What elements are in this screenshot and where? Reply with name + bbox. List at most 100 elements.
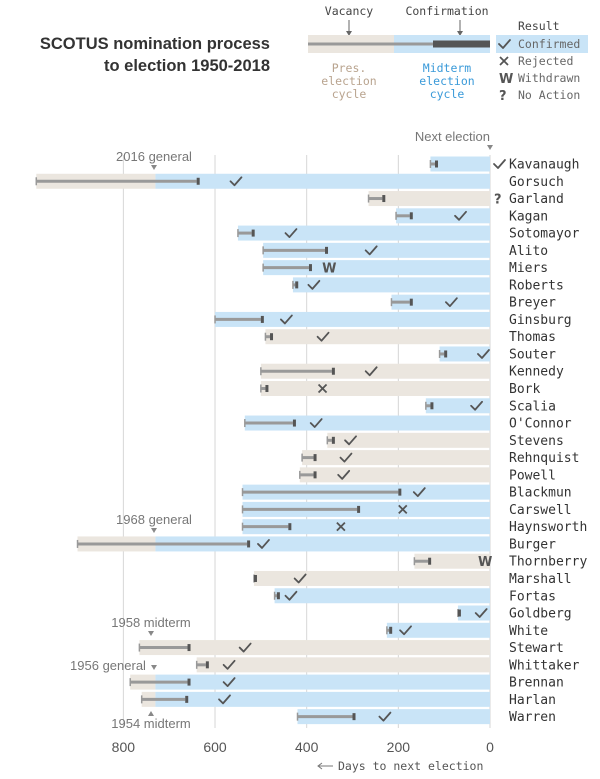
pres-cycle-band	[302, 450, 490, 466]
nominee-row-marshall: Marshall	[253, 570, 572, 587]
legend: Vacancy ConfirmationPres.electioncycleMid…	[308, 4, 588, 104]
pres-cycle-band	[299, 467, 490, 483]
nominee-name: O'Connor	[509, 417, 572, 432]
x-tick-label: 800	[112, 739, 136, 755]
nominee-row-ginsburg: Ginsburg	[214, 311, 572, 328]
marker-triangle-down	[148, 631, 154, 636]
nominee-name: Alito	[509, 244, 548, 259]
legend-mid-cycle-text: cycle	[430, 87, 465, 101]
result-confirmed-mark	[470, 400, 483, 411]
nominee-row-stevens: Stevens	[326, 432, 564, 449]
midterm-cycle-band	[292, 277, 490, 293]
nomination-to-confirmation-bar	[187, 644, 191, 652]
legend-dark-bar	[433, 40, 490, 48]
nominee-row-thomas: Thomas	[264, 329, 556, 345]
midterm-cycle-band	[263, 260, 490, 276]
result-confirmed-mark	[218, 694, 231, 705]
midterm-cycle-band	[237, 225, 490, 241]
nominee-row-powell: Powell	[299, 467, 556, 483]
nominee-name: Stevens	[509, 434, 564, 449]
legend-confirmed-highlight	[496, 35, 588, 53]
pres-cycle-band	[327, 432, 490, 448]
nomination-to-confirmation-bar	[444, 350, 448, 358]
result-confirmed-mark	[293, 573, 307, 584]
result-confirmed-mark	[399, 625, 412, 636]
nomination-to-confirmation-bar	[185, 695, 189, 703]
pres-cycle-band	[368, 191, 490, 207]
nomination-to-confirmation-bar	[389, 626, 393, 634]
nominee-name: Thornberry	[509, 555, 587, 570]
nomination-to-confirmation-bar	[428, 557, 432, 565]
nominee-row-whittaker: Whittaker	[195, 657, 580, 673]
nomination-to-confirmation-bar	[430, 402, 434, 410]
nomination-to-confirmation-bar	[435, 160, 439, 168]
nomination-to-confirmation-bar	[292, 419, 296, 427]
nominee-name: Kennedy	[509, 365, 564, 380]
nominee-name: Burger	[509, 537, 556, 552]
nominee-name: Kavanaugh	[509, 158, 579, 173]
nominee-name: Carswell	[509, 503, 572, 518]
nominee-row-kavanaugh: Kavanaugh	[429, 156, 579, 173]
nominee-name: Harlan	[509, 693, 556, 708]
nominee-name: Powell	[509, 468, 556, 483]
nominee-name: Brennan	[509, 676, 564, 691]
nominee-row-miers: W Miers	[262, 260, 548, 277]
pres-cycle-band	[253, 570, 490, 586]
marker-triangle-down	[151, 665, 157, 670]
nominee-name: Rehnquist	[509, 451, 579, 466]
result-withdrawn-mark: W	[322, 262, 336, 277]
x-tick-label: 200	[387, 739, 411, 755]
nomination-to-confirmation-bar	[325, 246, 329, 254]
x-axis-title-group: Days to next election	[317, 759, 483, 773]
nominee-name: Roberts	[509, 278, 564, 293]
midterm-cycle-band	[242, 519, 490, 535]
nomination-to-confirmation-bar	[331, 367, 335, 375]
legend-confirmation-label: Confirmation	[405, 4, 488, 18]
nominee-row-alito: Alito	[262, 242, 548, 259]
x-tick-label: 400	[295, 739, 319, 755]
marker-triangle-down	[151, 165, 157, 170]
nomination-to-confirmation-bar	[295, 281, 299, 289]
nominee-name: Breyer	[509, 296, 556, 311]
midterm-cycle-band	[457, 605, 490, 621]
result-confirmed-mark	[364, 366, 378, 377]
nominee-row-garland: ? Garland	[367, 191, 564, 208]
x-tick-label: 0	[486, 739, 494, 755]
election-annotations: Next election 2016 general 1968 general 195…	[70, 129, 493, 731]
nominee-name: Scalia	[509, 399, 556, 414]
result-rejected-mark	[336, 522, 346, 532]
legend-pres-cycle-text: election	[321, 74, 376, 88]
midterm-cycle-band	[425, 398, 490, 414]
midterm-cycle-band	[274, 588, 490, 604]
nomination-to-confirmation-bar	[265, 385, 269, 393]
g1956-label: 1956 general	[70, 658, 146, 673]
annotation-2016-general: 2016 general	[116, 149, 192, 170]
result-confirmed-mark	[222, 659, 236, 670]
pres-cycle-band	[260, 381, 490, 397]
nomination-to-confirmation-bar	[205, 661, 209, 669]
nominee-name: Haynsworth	[509, 520, 587, 535]
midterm-cycle-band	[263, 242, 490, 258]
next-election-label: Next election	[415, 129, 490, 144]
nominee-row-white: White	[386, 622, 548, 639]
g1968-label: 1968 general	[116, 512, 192, 527]
midterm-cycle-band	[430, 156, 490, 172]
pres-cycle-band	[260, 363, 490, 379]
legend-no-action-label: No Action	[518, 88, 580, 102]
midterm-cycle-band	[244, 415, 490, 431]
midterm-cycle-band	[242, 501, 490, 517]
legend-confirmation-arrow	[457, 31, 463, 36]
legend-withdrawn-label: Withdrawn	[518, 71, 580, 85]
nomination-to-confirmation-bar	[409, 212, 413, 220]
axis-arrow-head	[317, 762, 323, 770]
marker-triangle-down	[487, 145, 493, 150]
nominee-name: Miers	[509, 261, 548, 276]
midterm-cycle-band	[155, 173, 491, 189]
annotation-1956-general: 1956 general	[70, 658, 157, 673]
x-axis-title: Days to next election	[338, 759, 483, 773]
nomination-to-confirmation-bar	[409, 298, 413, 306]
nominee-name: Warren	[509, 710, 556, 725]
rejected-stroke-b	[336, 522, 346, 532]
nominee-name: Bork	[509, 382, 540, 397]
midterm-cycle-band	[155, 674, 491, 690]
